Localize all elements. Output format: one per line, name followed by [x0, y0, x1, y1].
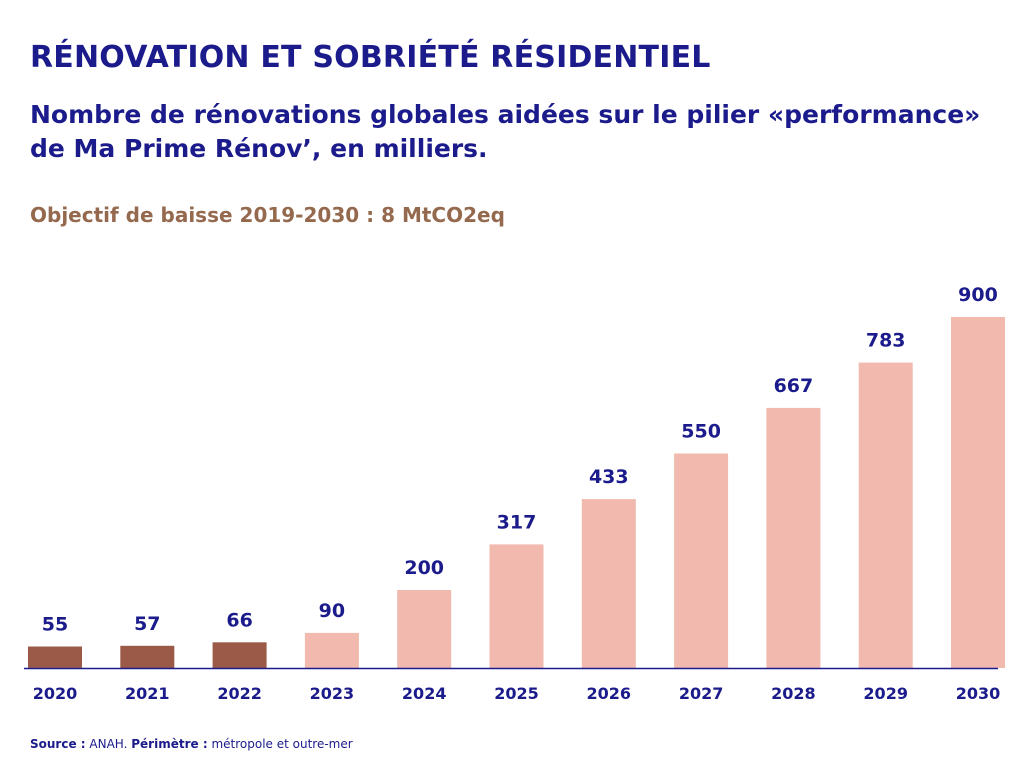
bar-2026 [581, 499, 636, 668]
source-value: ANAH. [85, 737, 132, 751]
data-label-2028: 667 [774, 375, 814, 397]
bar-2028 [766, 407, 821, 668]
data-label-2025: 317 [497, 511, 537, 533]
x-tick-2028: 2028 [771, 684, 816, 703]
source-label: Source : [30, 737, 86, 751]
source-note: Source : ANAH. Périmètre : métropole et … [30, 737, 353, 751]
scope-label: Périmètre : [131, 737, 208, 751]
data-label-2027: 550 [681, 421, 721, 443]
x-tick-2021: 2021 [125, 684, 170, 703]
chart-title: RÉNOVATION ET SOBRIÉTÉ RÉSIDENTIEL [30, 40, 711, 75]
bar-2021 [120, 645, 175, 668]
bar-2022 [212, 642, 267, 668]
data-label-2022: 66 [226, 609, 252, 631]
bar-2030 [951, 317, 1005, 668]
data-label-2030: 900 [958, 284, 998, 306]
x-tick-2029: 2029 [863, 684, 908, 703]
x-tick-2022: 2022 [217, 684, 262, 703]
x-tick-2030: 2030 [956, 684, 1001, 703]
bar-2020 [28, 646, 82, 668]
x-tick-2027: 2027 [679, 684, 724, 703]
x-tick-2023: 2023 [310, 684, 355, 703]
chart-subtitle: Nombre de rénovations globales aidées su… [30, 100, 981, 163]
scope-value: métropole et outre-mer [207, 737, 353, 751]
bar-2023 [304, 632, 359, 668]
data-label-2026: 433 [589, 466, 629, 488]
x-tick-2020: 2020 [33, 684, 78, 703]
data-label-2023: 90 [319, 600, 345, 622]
bar-2024 [397, 590, 452, 668]
data-label-2029: 783 [866, 330, 906, 352]
objective-note: Objectif de baisse 2019-2030 : 8 MtCO2eq [30, 203, 505, 227]
x-tick-2024: 2024 [402, 684, 447, 703]
data-label-2020: 55 [42, 614, 68, 636]
bar-2025 [489, 544, 544, 668]
bar-2027 [674, 453, 729, 668]
data-label-2021: 57 [134, 613, 160, 635]
x-tick-2025: 2025 [494, 684, 539, 703]
bar-2029 [858, 362, 913, 668]
data-label-2024: 200 [404, 557, 444, 579]
x-tick-2026: 2026 [587, 684, 632, 703]
